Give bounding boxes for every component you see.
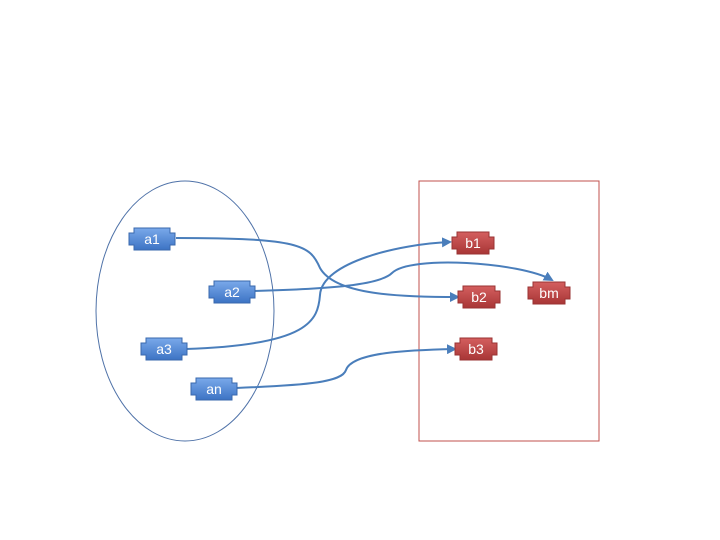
arrow-a3-to-b1: [185, 237, 452, 350]
node-a1: a1: [128, 227, 176, 251]
node-an-label: an: [206, 381, 222, 397]
arrow-a1-to-b2: [175, 237, 460, 302]
node-a2-label: a2: [224, 284, 240, 300]
node-a1-label: a1: [144, 231, 160, 247]
set-b-rectangle: [418, 180, 600, 442]
arrow-a2-to-bm: [252, 261, 554, 292]
node-b2-label: b2: [471, 289, 487, 305]
set-a-ellipse: [95, 180, 275, 442]
node-b3: b3: [454, 337, 498, 361]
arrow-an-to-b3: [235, 344, 457, 389]
node-b1-label: b1: [465, 235, 481, 251]
node-a3: a3: [140, 337, 188, 361]
node-b2: b2: [457, 285, 501, 309]
node-bm-label: bm: [539, 285, 558, 301]
node-a3-label: a3: [156, 341, 172, 357]
node-an: an: [190, 377, 238, 401]
node-a2: a2: [208, 280, 256, 304]
node-b3-label: b3: [468, 341, 484, 357]
node-b1: b1: [451, 231, 495, 255]
node-bm: bm: [527, 281, 571, 305]
